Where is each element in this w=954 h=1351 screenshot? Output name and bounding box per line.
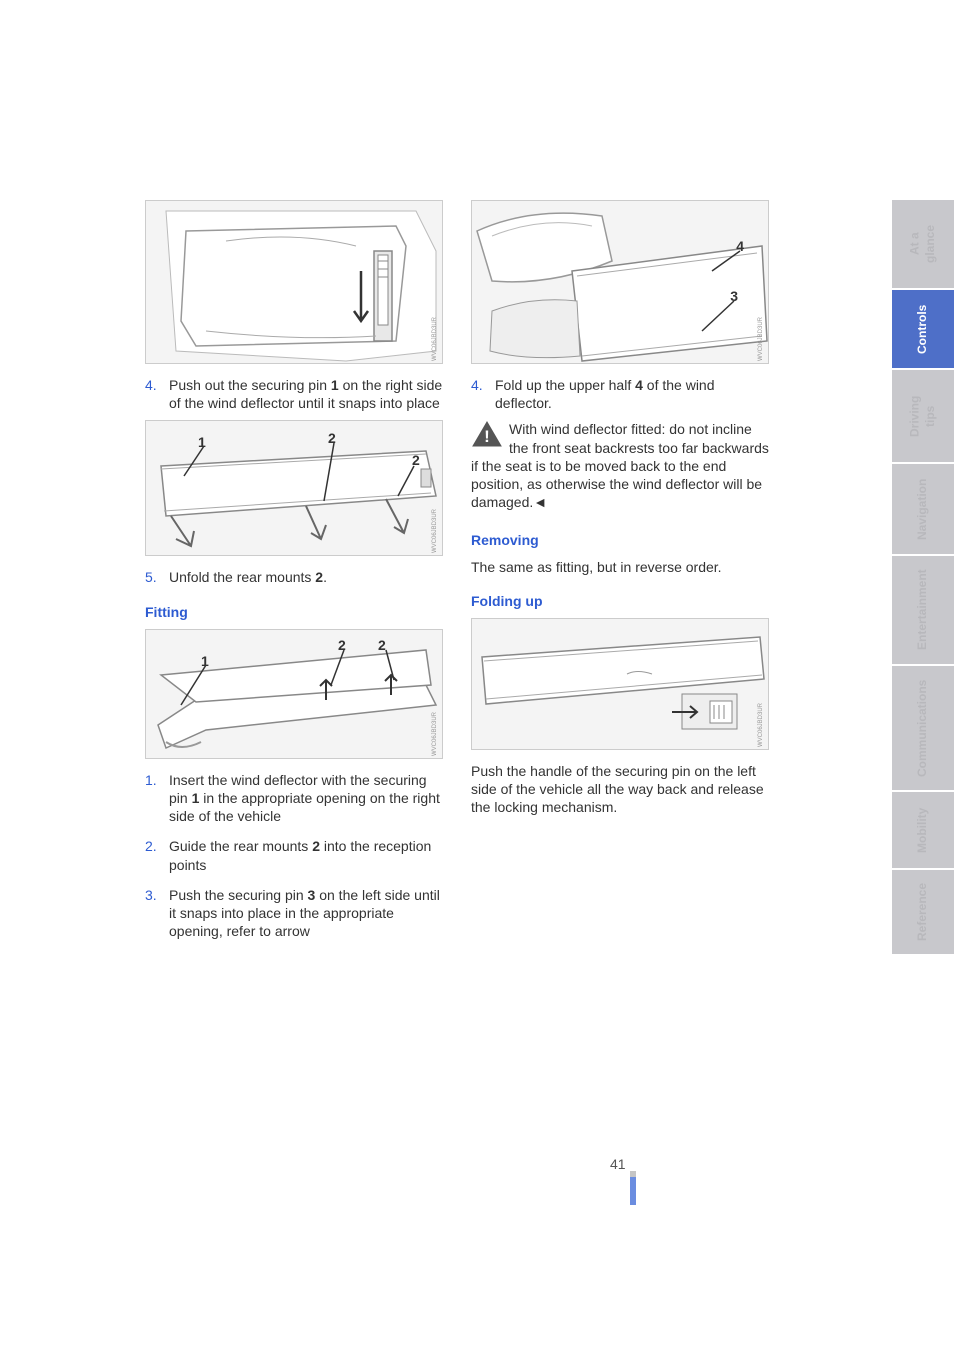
- removing-text: The same as fitting, but in reverse orde…: [471, 558, 769, 576]
- svg-text:!: !: [484, 427, 490, 446]
- warning-icon: !: [471, 420, 503, 448]
- figure-code: WVC06JBD3UR: [432, 712, 440, 756]
- figure-code: WVC06JBD3UR: [432, 509, 440, 553]
- step-number: 4.: [145, 376, 169, 412]
- figure-pin-closeup: WVC06JBD3UR: [145, 200, 443, 364]
- figure-fitting: 1 2 2 WVC06JBD3UR: [145, 629, 443, 759]
- callout-3: 3: [730, 287, 738, 305]
- nav-tab[interactable]: Reference: [892, 870, 954, 954]
- nav-tab[interactable]: Entertainment: [892, 556, 954, 664]
- side-tabs: At a glanceControlsDriving tipsNavigatio…: [892, 0, 954, 1351]
- nav-tab[interactable]: Controls: [892, 290, 954, 368]
- nav-tab[interactable]: At a glance: [892, 200, 954, 288]
- warning-text: With wind deflector fitted: do not incli…: [471, 421, 769, 510]
- nav-tab[interactable]: Communications: [892, 666, 954, 790]
- callout-4: 4: [736, 237, 744, 255]
- figure-code: WVC06JBD3UR: [432, 317, 440, 361]
- heading-fitting: Fitting: [145, 603, 443, 621]
- step-5: 5. Unfold the rear mounts 2.: [145, 568, 443, 586]
- figure-fold-up: 4 3 WVC06JBD3UR: [471, 200, 769, 364]
- left-column: WVC06JBD3UR 4. Push out the securing pin…: [145, 200, 443, 1331]
- right-step-4: 4. Fold up the upper half 4 of the wind …: [471, 376, 769, 412]
- heading-folding: Folding up: [471, 592, 769, 610]
- folding-text: Push the handle of the securing pin on t…: [471, 762, 769, 817]
- nav-tab[interactable]: Driving tips: [892, 370, 954, 462]
- step-text: Push the securing pin 3 on the left side…: [169, 886, 443, 941]
- fitting-step-2: 2. Guide the rear mounts 2 into the rece…: [145, 837, 443, 873]
- step-text: Guide the rear mounts 2 into the recepti…: [169, 837, 443, 873]
- callout-2b: 2: [378, 636, 386, 654]
- figure-folding-handle: WVC06JBD3UR: [471, 618, 769, 750]
- figure-code: WVC06JBD3UR: [758, 703, 766, 747]
- heading-removing: Removing: [471, 531, 769, 549]
- step-number: 1.: [145, 771, 169, 826]
- nav-tab[interactable]: Navigation: [892, 464, 954, 554]
- nav-tab[interactable]: Mobility: [892, 792, 954, 868]
- page-marker: [630, 1177, 636, 1205]
- fitting-step-1: 1. Insert the wind deflector with the se…: [145, 771, 443, 826]
- step-number: 2.: [145, 837, 169, 873]
- step-text: Unfold the rear mounts 2.: [169, 568, 443, 586]
- callout-1: 1: [198, 433, 206, 451]
- warning-box: ! With wind deflector fitted: do not inc…: [471, 420, 769, 511]
- callout-2a: 2: [328, 429, 336, 447]
- step-number: 3.: [145, 886, 169, 941]
- callout-2a: 2: [338, 636, 346, 654]
- page-number: 41: [610, 1155, 626, 1173]
- figure-code: WVC06JBD3UR: [758, 317, 766, 361]
- fitting-step-3: 3. Push the securing pin 3 on the left s…: [145, 886, 443, 941]
- step-4: 4. Push out the securing pin 1 on the ri…: [145, 376, 443, 412]
- step-number: 5.: [145, 568, 169, 586]
- step-text: Fold up the upper half 4 of the wind def…: [495, 376, 769, 412]
- step-text: Push out the securing pin 1 on the right…: [169, 376, 443, 412]
- step-number: 4.: [471, 376, 495, 412]
- step-text: Insert the wind deflector with the secur…: [169, 771, 443, 826]
- figure-unfold-mounts: 1 2 2 WVC06JBD3UR: [145, 420, 443, 556]
- callout-2b: 2: [412, 451, 420, 469]
- callout-1: 1: [201, 652, 209, 670]
